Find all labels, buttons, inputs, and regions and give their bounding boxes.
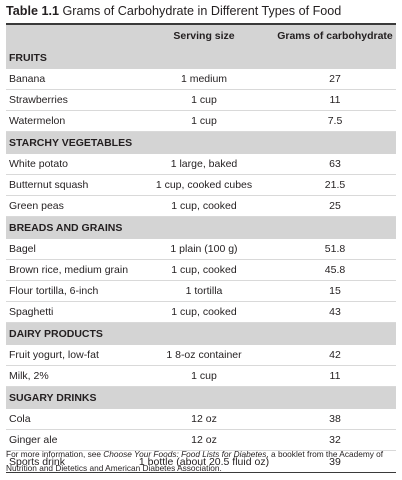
section-header-row: STARCHY VEGETABLES <box>6 132 396 154</box>
serving-size-cell: 1 medium <box>180 73 228 85</box>
footnote: For more information, see Choose Your Fo… <box>6 447 398 475</box>
food-cell: Spaghetti <box>9 306 54 318</box>
table-row: Cola 12 oz 38 <box>6 409 396 430</box>
table-title: Table 1.1 Grams of Carbohydrate in Diffe… <box>6 3 398 19</box>
serving-size-cell: 1 bottle (about 20.5 fluid oz) <box>138 455 270 468</box>
grams-cell: 15 <box>329 285 341 297</box>
grams-cell: 38 <box>329 413 341 425</box>
section-name: SUGARY DRINKS <box>9 392 97 404</box>
table-row: Watermelon 1 cup 7.5 <box>6 111 396 132</box>
food-cell: Banana <box>9 73 46 85</box>
table-row: Fruit yogurt, low-fat 1 8-oz container 42 <box>6 345 396 366</box>
grams-cell: 63 <box>329 158 341 170</box>
table-number: Table 1.1 <box>6 4 59 18</box>
table-row: Banana 1 medium 27 <box>6 69 396 90</box>
food-cell: Strawberries <box>9 94 68 106</box>
section-header-row: BREADS AND GRAINS <box>6 217 396 239</box>
section-name: FRUITS <box>9 52 47 64</box>
grams-cell: 51.8 <box>324 243 346 255</box>
serving-size-cell: 1 large, baked <box>170 158 238 170</box>
food-cell: Sports drink <box>9 455 66 468</box>
table-row: Milk, 2% 1 cup 11 <box>6 366 396 387</box>
table-row: Brown rice, medium grain 1 cup, cooked 45.… <box>6 260 396 281</box>
footnote-prefix: For more information, see <box>6 449 104 459</box>
section-header-row: FRUITS <box>6 47 396 69</box>
grams-cell: 27 <box>329 73 341 85</box>
grams-cell: 32 <box>329 434 341 446</box>
serving-size-cell: 12 oz <box>191 413 217 425</box>
grams-cell: 11 <box>329 94 341 106</box>
food-cell: Bagel <box>9 243 36 255</box>
serving-size-cell: 1 plain (100 g) <box>170 243 238 255</box>
table-row: Bagel 1 plain (100 g) 51.8 <box>6 239 396 260</box>
column-header-grams: Grams of carbohydrate <box>277 30 393 42</box>
table-row: Spaghetti 1 cup, cooked 43 <box>6 302 396 323</box>
serving-size-cell: 1 cup, cooked <box>171 200 237 212</box>
food-cell: Ginger ale <box>9 434 58 446</box>
food-cell: Milk, 2% <box>9 370 49 382</box>
grams-cell: 39 <box>329 455 341 468</box>
table-header-row: Serving size Grams of carbohydrate <box>6 25 396 47</box>
grams-cell: 43 <box>329 306 341 318</box>
food-cell: Butternut squash <box>9 179 89 191</box>
table-row: Sports drink 1 bottle (about 20.5 fluid o… <box>6 451 396 472</box>
grams-cell: 7.5 <box>327 115 343 127</box>
grams-cell: 21.5 <box>324 179 346 191</box>
grams-cell: 42 <box>329 349 341 361</box>
table-row: Butternut squash 1 cup, cooked cubes 21.5 <box>6 175 396 196</box>
serving-size-cell: 1 cup, cooked <box>171 306 237 318</box>
serving-size-cell: 1 cup <box>191 115 217 127</box>
section-header-row: DAIRY PRODUCTS <box>6 323 396 345</box>
serving-size-cell: 1 8-oz container <box>166 349 242 361</box>
table-row: Ginger ale 12 oz 32 <box>6 430 396 451</box>
food-cell: Fruit yogurt, low-fat <box>9 349 99 361</box>
table-body: FRUITS Banana 1 medium 27 Strawberries 1 cup 1… <box>6 47 396 472</box>
table-row: Strawberries 1 cup 11 <box>6 90 396 111</box>
footnote-book-title: Choose Your Foods: Food Lists for Diabet… <box>103 449 267 459</box>
section-name: DAIRY PRODUCTS <box>9 328 103 340</box>
table-row: White potato 1 large, baked 63 <box>6 154 396 175</box>
serving-size-cell: 1 cup, cooked cubes <box>155 179 253 191</box>
serving-size-cell: 1 cup <box>191 370 217 382</box>
serving-size-cell: 1 tortilla <box>185 285 223 297</box>
grams-cell: 45.8 <box>324 264 346 276</box>
grams-cell: 11 <box>329 370 341 382</box>
food-cell: White potato <box>9 158 68 170</box>
grams-cell: 25 <box>329 200 341 212</box>
column-header-serving-size: Serving size <box>173 30 235 42</box>
food-cell: Flour tortilla, 6-inch <box>9 285 99 297</box>
food-cell: Watermelon <box>9 115 66 127</box>
serving-size-cell: 1 cup <box>191 94 217 106</box>
table-row: Green peas 1 cup, cooked 25 <box>6 196 396 217</box>
serving-size-cell: 1 cup, cooked <box>171 264 237 276</box>
food-cell: Cola <box>9 413 31 425</box>
food-cell: Brown rice, medium grain <box>9 264 129 276</box>
footnote-suffix: , a booklet from the Academy of Nutritio… <box>6 449 384 473</box>
carbohydrate-table: Serving size Grams of carbohydrate FRUIT… <box>6 23 396 473</box>
table-title-text: Grams of Carbohydrate in Different Types… <box>62 4 342 18</box>
table-row: Flour tortilla, 6-inch 1 tortilla 15 <box>6 281 396 302</box>
section-name: STARCHY VEGETABLES <box>9 137 133 149</box>
section-name: BREADS AND GRAINS <box>9 222 123 234</box>
section-header-row: SUGARY DRINKS <box>6 387 396 409</box>
food-cell: Green peas <box>9 200 64 212</box>
serving-size-cell: 12 oz <box>191 434 217 446</box>
